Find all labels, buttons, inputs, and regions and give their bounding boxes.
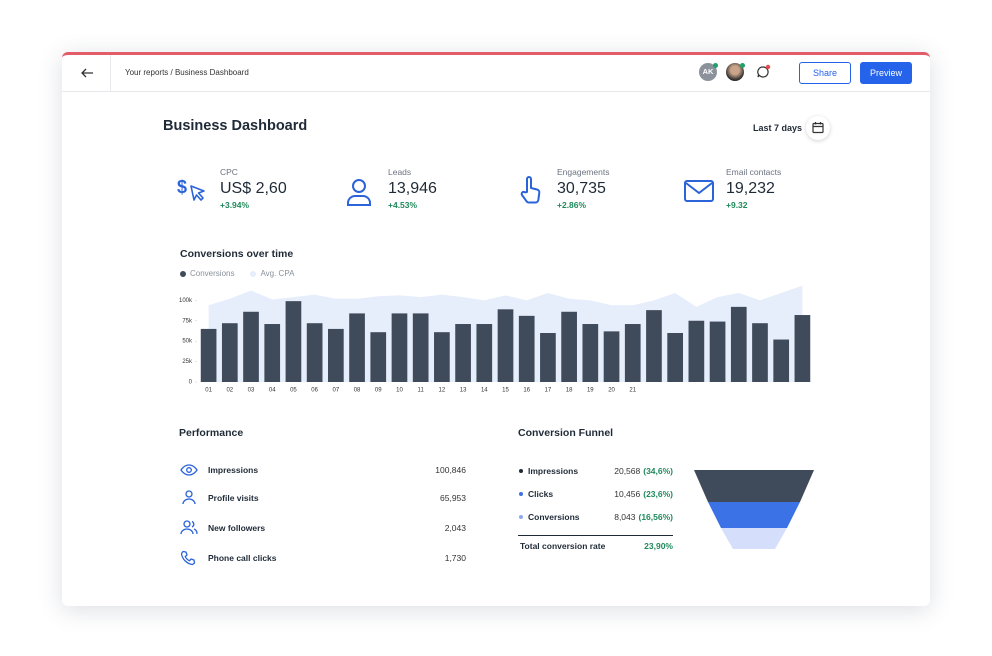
email-icon [684,180,714,202]
funnel-figures: 8,043 (16,56%) [614,513,673,522]
breadcrumb[interactable]: Your reports / Business Dashboard [125,68,249,77]
avatar[interactable]: AK [699,63,717,81]
funnel-label: Conversions [528,512,580,522]
performance-title: Performance [179,427,244,439]
chart-title: Conversions over time [180,248,294,260]
funnel-graphic [694,470,814,549]
funnel-divider [518,535,673,536]
funnel-stage [708,502,800,528]
followers-icon [180,520,198,535]
funnel-share: (34,6%) [643,466,673,476]
legend-swatch [250,271,257,277]
profile-icon [182,490,196,505]
kpi-value: 30,735 [557,180,606,197]
dashboard-title: Business Dashboard [163,118,308,134]
funnel-bullet [519,469,523,473]
funnel-bullet [519,492,523,496]
funnel-value: 20,568 [614,466,641,476]
kpi-change: +2.86% [557,200,587,210]
status-dot [713,63,718,68]
kpi-change: +4.53% [388,200,418,210]
kpi-label: CPC [220,167,238,177]
funnel-bullet [519,515,523,519]
kpi-change: +9.32 [726,200,748,210]
avatar-initials: AK [702,67,714,76]
kpi-value: US$ 2,60 [220,180,287,197]
kpi-change: +3.94% [220,200,250,210]
funnel-value: 10,456 [614,489,641,499]
svg-text:$: $ [177,177,187,197]
calendar-icon [812,122,824,134]
legend-swatch [180,271,186,277]
metric-label: Profile visits [208,493,259,503]
funnel-share: (16,56%) [638,512,674,522]
phone-icon [180,550,196,566]
share-button[interactable]: Share [799,62,851,84]
calendar-button[interactable] [806,116,830,140]
funnel-share: (23,6%) [643,489,673,499]
header-separator [110,55,111,91]
metric-label: Impressions [208,465,259,475]
funnel-total-value: 23,90% [644,541,673,551]
kpi-label: Email contacts [726,167,782,177]
metric-value: 2,043 [444,523,466,533]
engagements-icon [520,176,541,204]
funnel-stage [694,470,814,502]
kpi-value: 19,232 [726,180,775,197]
metric-label: New followers [208,523,266,533]
legend-label: Conversions [190,269,235,278]
kpi-value: 13,946 [388,180,437,197]
header-divider [62,91,930,92]
funnel-total-label: Total conversion rate [520,541,606,551]
metric-value: 65,953 [440,493,466,503]
leads-icon [347,179,371,206]
date-range[interactable]: Last 7 days [753,123,803,133]
funnel-label: Impressions [528,466,579,476]
cpc-icon: $ [177,177,205,201]
kpi-label: Engagements [557,167,610,177]
kpi-label: Leads [388,167,412,177]
metric-value: 100,846 [435,465,466,475]
back-button[interactable] [80,67,94,79]
funnel-title: Conversion Funnel [518,427,614,439]
funnel-figures: 10,456 (23,6%) [614,490,673,499]
metric-value: 1,730 [444,553,466,563]
funnel-figures: 20,568 (34,6%) [614,467,673,476]
preview-button[interactable]: Preview [860,62,912,84]
legend-label: Avg. CPA [260,269,295,278]
funnel-stage [721,528,787,549]
comments-icon[interactable] [755,64,771,80]
status-dot [740,63,745,68]
funnel-value: 8,043 [614,512,636,522]
avatar-photo[interactable] [726,63,744,81]
funnel-label: Clicks [528,489,554,499]
metric-label: Phone call clicks [208,553,277,563]
impressions-icon [180,464,198,476]
